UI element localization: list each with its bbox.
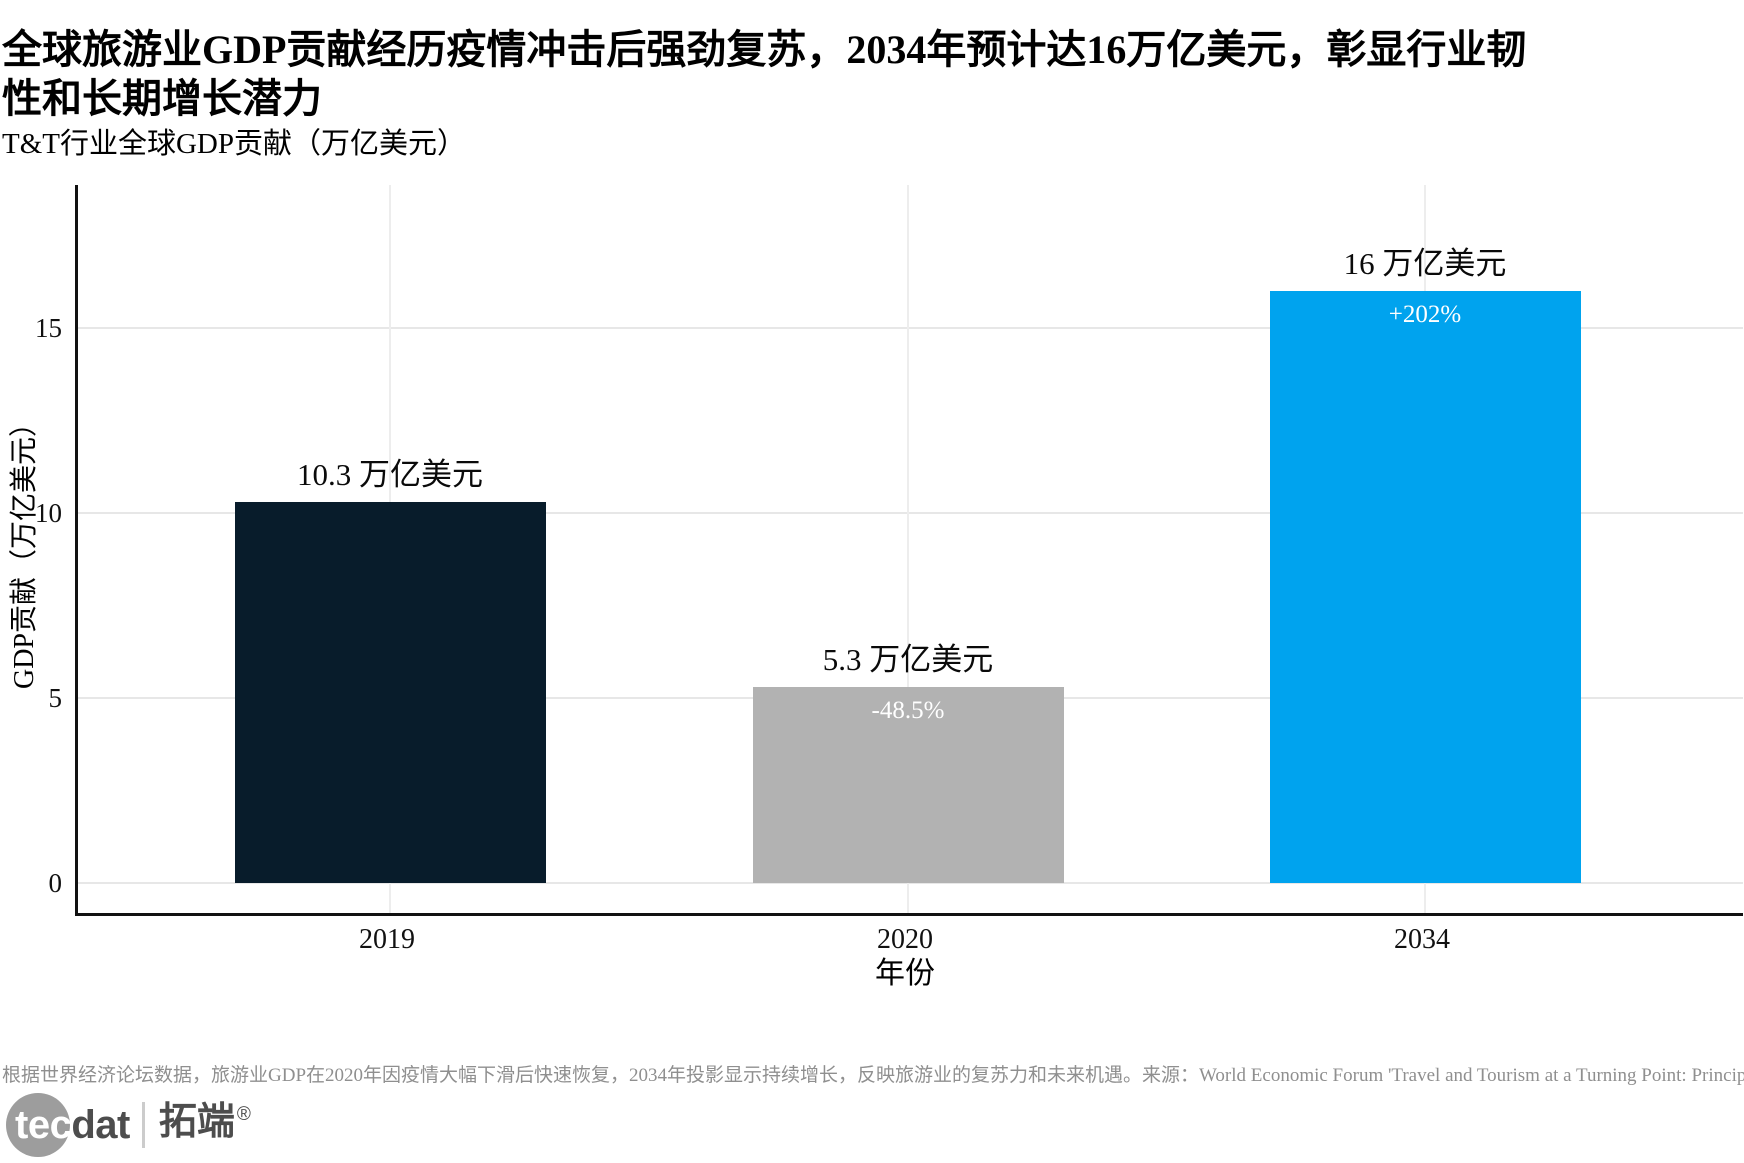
- bar-2019: [234, 501, 546, 883]
- bar-value-label-2034: 16 万亿美元: [1343, 246, 1507, 281]
- bar-2020: [752, 686, 1064, 883]
- tecdat-logo: tecdat 拓端 ®: [6, 1092, 251, 1158]
- x-axis-title: 年份: [875, 957, 935, 990]
- logo-wordmark: tecdat: [15, 1093, 130, 1157]
- logo-dat: dat: [71, 1103, 130, 1147]
- x-tick-label-2019: 2019: [359, 924, 415, 955]
- x-tick-label-2034: 2034: [1394, 924, 1450, 955]
- registered-mark: ®: [236, 1103, 251, 1125]
- logo-cjk-text: 拓端: [158, 1100, 235, 1143]
- logo-divider: [141, 1102, 145, 1148]
- footnote: 根据世界经济论坛数据，旅游业GDP在2020年因疫情大幅下滑后快速恢复，2034…: [2, 1065, 1744, 1086]
- y-tick-label-10: 10: [35, 498, 62, 528]
- x-tick-label-2020: 2020: [877, 924, 933, 955]
- h-gridline-15: [78, 327, 1743, 329]
- h-gridline-0: [78, 882, 1743, 884]
- y-tick-label-5: 5: [48, 683, 63, 713]
- bar-value-label-2020: 5.3 万亿美元: [822, 641, 994, 677]
- y-tick-label-0: 0: [48, 868, 63, 898]
- bar-change-label-2034: +202%: [1388, 301, 1462, 328]
- logo-cjk: 拓端 ®: [159, 1090, 251, 1161]
- chart-subtitle: T&T行业全球GDP贡献（万亿美元）: [2, 128, 467, 160]
- v-gridline-2020: [907, 185, 909, 913]
- bar-change-label-2020: -48.5%: [871, 696, 945, 724]
- logo-tec: tec: [15, 1103, 72, 1147]
- y-axis-title: GDP贡献（万亿美元）: [9, 408, 40, 690]
- page-title: 全球旅游业GDP贡献经历疫情冲击后强劲复苏，2034年预计达16万亿美元，彰显行…: [2, 27, 1527, 121]
- y-tick-label-15: 15: [35, 313, 62, 343]
- h-gridline-10: [78, 512, 1743, 514]
- bar-value-label-2019: 10.3 万亿美元: [297, 456, 483, 492]
- bar-2034: [1269, 291, 1581, 883]
- logo-circle-icon: [6, 1093, 70, 1157]
- bar-chart-plot-area: 10.3 万亿美元 5.3 万亿美元 -48.5% 16 万亿美元 +202%: [75, 185, 1743, 916]
